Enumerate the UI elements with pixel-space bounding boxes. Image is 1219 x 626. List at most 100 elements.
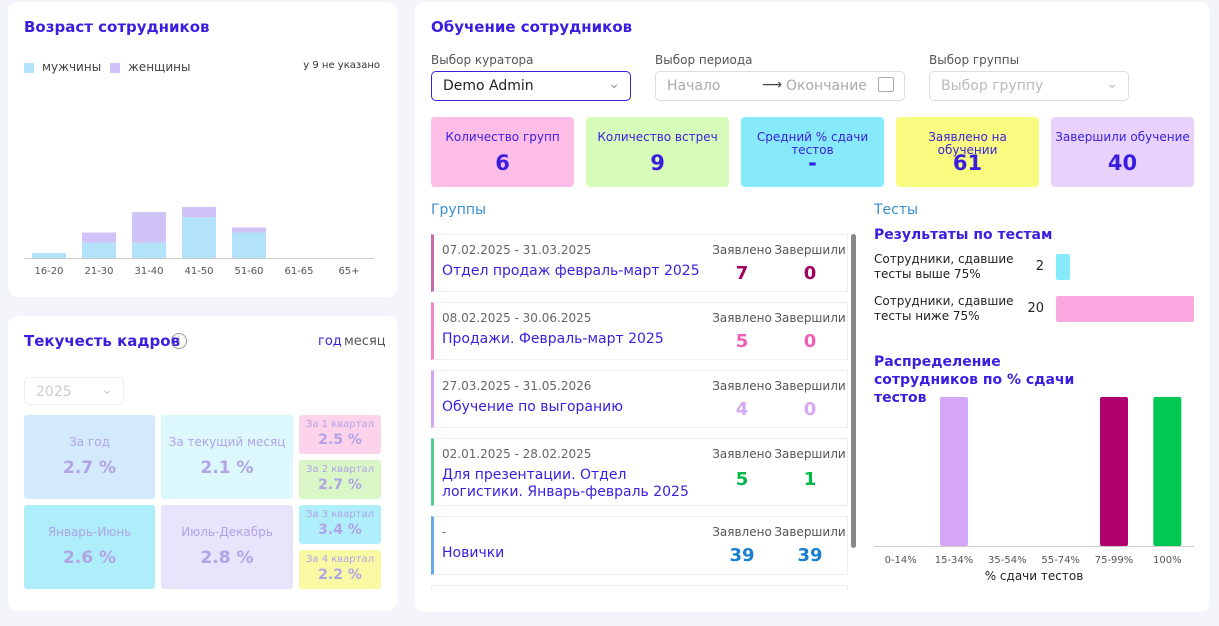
- period-start: Начало: [667, 78, 721, 94]
- group-item[interactable]: 27.03.2025 - 31.05.2026 Обучение по выгор…: [431, 370, 848, 428]
- curator-select[interactable]: Demo Admin ⌄: [431, 71, 631, 101]
- tile-label: За 1 квартал: [305, 419, 374, 430]
- results-title: Результаты по тестам: [874, 227, 1053, 243]
- chart: 0-14% 15-34% 35-54% 55-74% 75-99% 100%: [874, 397, 1194, 566]
- group-placeholder: Выбор группу: [941, 78, 1044, 94]
- stat-card: Количество групп 6: [431, 117, 574, 187]
- enrolled-count: 5: [735, 331, 749, 352]
- rate-tile: За 2 квартал 2.7 %: [299, 460, 381, 499]
- year-value: 2025: [36, 384, 72, 400]
- result-label: Сотрудники, сдавшие тесты выше 75%: [874, 252, 1014, 281]
- tile-label: За 4 квартал: [305, 554, 374, 565]
- x-tick-label: 65+: [338, 266, 359, 277]
- x-tick-label: 31-40: [134, 266, 163, 277]
- tile-label: Январь-Июнь: [47, 525, 132, 539]
- stat-label: Средний % сдачи тестов: [756, 130, 869, 157]
- rate-tile: Январь-Июнь 2.6 %: [24, 505, 155, 589]
- x-tick-label: 61-65: [284, 266, 313, 277]
- bar-segment: [232, 227, 266, 233]
- age-title: Возраст сотрудников: [24, 18, 210, 36]
- stat-value: 61: [952, 151, 983, 175]
- enrolled-count: 7: [735, 263, 749, 284]
- result-bar: [1056, 254, 1070, 280]
- x-tick-label: 41-50: [184, 266, 213, 277]
- tab-month[interactable]: месяц: [344, 334, 386, 349]
- group-dates: 02.01.2025 - 28.02.2025: [442, 447, 592, 461]
- enrolled-label: Заявлено: [712, 311, 772, 325]
- tile-value: 2.6 %: [62, 548, 117, 568]
- stat-card: Средний % сдачи тестов -: [741, 117, 884, 187]
- legend-swatch: [110, 63, 120, 73]
- x-tick-label: 35-54%: [988, 555, 1027, 566]
- completed-count: 0: [803, 331, 817, 352]
- group-name: Обучение по выгоранию: [442, 399, 624, 415]
- stat-card: Заявлено на обучении 61: [896, 117, 1039, 187]
- stat-value: -: [808, 151, 817, 175]
- tile-value: 3.4 %: [318, 522, 362, 538]
- rate-tile: За текущий месяц 2.1 %: [161, 415, 293, 499]
- bar-segment: [32, 252, 66, 258]
- tile-value: 2.8 %: [200, 548, 254, 568]
- enrolled-count: 4: [735, 399, 749, 420]
- tile-value: 2.7 %: [62, 458, 117, 478]
- bar-segment: [132, 242, 166, 258]
- group-name: Продажи. Февраль-март 2025: [442, 331, 664, 347]
- stat-value: 40: [1107, 151, 1138, 175]
- group-dates: 07.02.2025 - 31.03.2025: [442, 243, 592, 257]
- rate-tile: За 3 квартал 3.4 %: [299, 505, 381, 544]
- completed-label: Завершили: [774, 447, 846, 461]
- filter-label: Выбор куратора: [431, 53, 534, 67]
- age-note: у 9 не указано: [303, 60, 380, 71]
- groups-title: Группы: [431, 202, 487, 218]
- chart: 16-20 21-30 31-40 41-50 51-60 61-65 65+: [24, 207, 374, 277]
- rate-tile: За год 2.7 %: [24, 415, 155, 499]
- group-name: Новички: [442, 545, 505, 561]
- completed-count: 39: [797, 545, 823, 566]
- completed-count: 0: [803, 399, 817, 420]
- x-tick-label: 0-14%: [885, 555, 917, 566]
- stat-value: 6: [495, 151, 510, 175]
- rate-tile: За 1 квартал 2.5 %: [299, 415, 381, 454]
- info-icon[interactable]: i: [171, 333, 187, 349]
- tab-year[interactable]: год: [318, 334, 342, 349]
- result-count: 2: [1035, 259, 1044, 274]
- legend-label: мужчины: [42, 60, 102, 74]
- completed-label: Завершили: [774, 243, 846, 257]
- bar-segment: [232, 232, 266, 258]
- enrolled-label: Заявлено: [712, 379, 772, 393]
- x-tick-label: 100%: [1153, 555, 1182, 566]
- bar-segment: [132, 212, 166, 243]
- bar: [1153, 397, 1182, 546]
- tests-title: Тесты: [874, 202, 919, 218]
- tile-label: За 2 квартал: [305, 464, 374, 475]
- age-panel: Возраст сотрудников у 9 не указано мужчи…: [8, 2, 397, 297]
- tile-value: 2.1 %: [200, 458, 254, 478]
- x-tick-label: 21-30: [84, 266, 113, 277]
- group-item[interactable]: 08.02.2025 - 30.06.2025 Продажи. Февраль-…: [431, 302, 848, 360]
- period-picker[interactable]: Начало ⟶ Окончание: [655, 71, 905, 101]
- curator-value: Demo Admin: [443, 78, 534, 94]
- x-axis-title: % сдачи тестов: [984, 569, 1084, 583]
- legend-swatch: [24, 63, 34, 73]
- x-tick-label: 16-20: [34, 266, 63, 277]
- turnover-panel: Текучесть кадров i год месяц 2025 ⌄ За го…: [8, 316, 397, 611]
- bar: [940, 397, 968, 546]
- group-item[interactable]: 02.01.2025 - 28.02.2025 Для презентации. …: [431, 438, 848, 506]
- group-select[interactable]: Выбор группу ⌄: [929, 71, 1129, 101]
- filter-label: Выбор группы: [929, 53, 1020, 67]
- group-item[interactable]: 07.02.2025 - 31.03.2025 Отдел продаж февр…: [431, 234, 848, 292]
- x-tick-label: 55-74%: [1041, 555, 1080, 566]
- enrolled-count: 5: [735, 469, 749, 490]
- tile-value: 2.2 %: [318, 567, 362, 583]
- completed-label: Завершили: [774, 311, 846, 325]
- completed-count: 0: [803, 263, 817, 284]
- scrollbar[interactable]: [851, 234, 856, 548]
- group-item[interactable]: - Новички Заявлено Завершили 39 39: [431, 516, 848, 575]
- bar: [1100, 397, 1128, 546]
- tile-label: За текущий месяц: [168, 435, 286, 449]
- year-select[interactable]: 2025 ⌄: [24, 377, 124, 405]
- distribution-title: Распределение сотрудников по % сдачи тес…: [874, 354, 1075, 406]
- x-tick-label: 15-34%: [935, 555, 974, 566]
- legend-label: женщины: [128, 60, 191, 74]
- bar-segment: [182, 217, 216, 258]
